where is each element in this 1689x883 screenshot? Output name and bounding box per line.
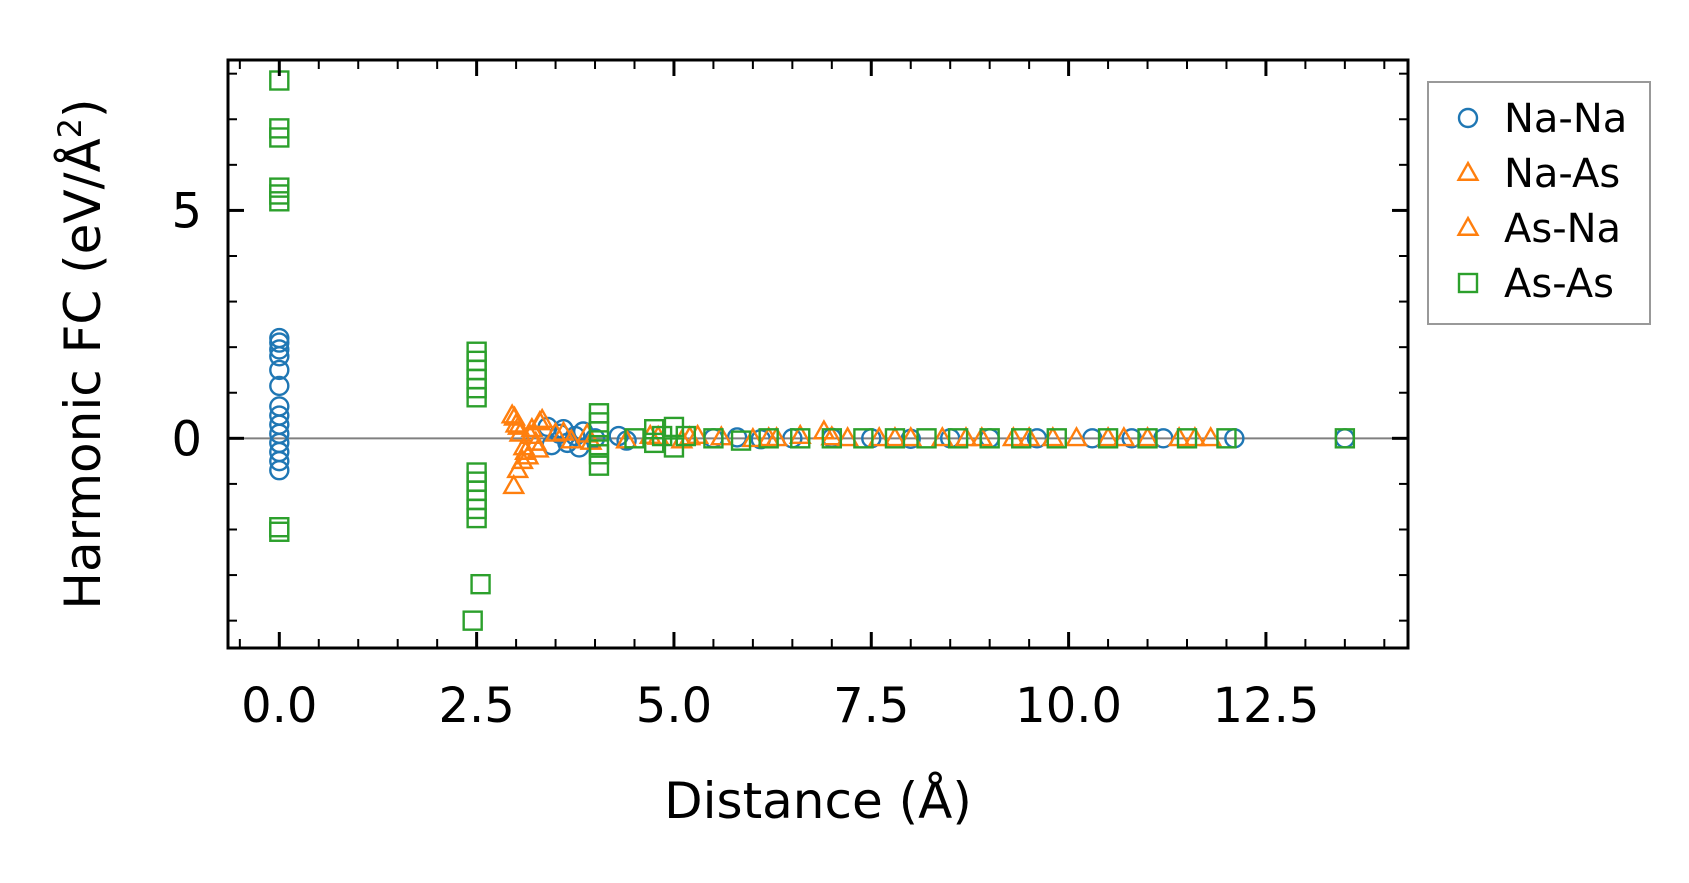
data-point bbox=[269, 191, 290, 212]
y-tick-label: 5 bbox=[171, 183, 202, 239]
y-axis-title-superscript: 2 bbox=[51, 118, 89, 138]
data-point bbox=[663, 437, 685, 458]
data-point bbox=[506, 414, 530, 435]
legend-entry: As-Na bbox=[1456, 206, 1621, 252]
data-point bbox=[518, 423, 542, 444]
data-point bbox=[1096, 425, 1120, 447]
legend-marker bbox=[1456, 160, 1480, 181]
data-point bbox=[269, 127, 290, 148]
data-point bbox=[269, 375, 290, 397]
legend-marker bbox=[1456, 215, 1480, 236]
x-tick-label: 10.0 bbox=[1015, 678, 1122, 734]
data-point bbox=[675, 425, 696, 447]
data-point bbox=[1046, 428, 1067, 449]
data-point bbox=[1334, 428, 1356, 449]
data-point bbox=[269, 339, 290, 360]
data-point bbox=[269, 450, 290, 472]
legend: Na-Na Na-As As-Na As-As bbox=[1427, 81, 1651, 325]
x-axis-title: Distance (Å) bbox=[664, 772, 972, 830]
data-point bbox=[1112, 425, 1136, 447]
data-point bbox=[758, 428, 779, 449]
data-point bbox=[470, 573, 491, 595]
y-axis-title-main: Harmonic FC (eV/Å bbox=[54, 138, 112, 609]
data-point bbox=[730, 430, 752, 451]
data-point bbox=[867, 425, 891, 447]
legend-entry: Na-Na bbox=[1457, 96, 1627, 142]
data-point bbox=[1199, 425, 1223, 447]
data-point bbox=[584, 428, 606, 449]
data-point bbox=[1136, 425, 1160, 447]
data-point bbox=[269, 359, 290, 381]
data-point bbox=[514, 439, 538, 460]
data-point bbox=[588, 421, 610, 442]
data-point bbox=[530, 407, 554, 429]
data-point bbox=[1011, 428, 1032, 449]
data-point bbox=[836, 425, 860, 447]
data-point bbox=[947, 428, 969, 449]
data-point bbox=[466, 387, 487, 408]
data-point bbox=[269, 346, 290, 367]
data-point bbox=[588, 444, 610, 465]
x-tick-label: 2.5 bbox=[438, 678, 514, 734]
y-tick-label: 0 bbox=[171, 411, 202, 467]
data-point bbox=[884, 428, 906, 449]
legend-box bbox=[1427, 81, 1651, 325]
data-point bbox=[930, 425, 954, 447]
legend-label: Na-Na bbox=[1504, 96, 1627, 142]
legend-label: Na-As bbox=[1504, 151, 1620, 197]
data-point bbox=[853, 428, 874, 449]
legend-label: As-Na bbox=[1504, 206, 1621, 252]
y-axis-title: Harmonic FC (eV/Å2) bbox=[51, 98, 112, 609]
data-point bbox=[883, 425, 907, 447]
data-point bbox=[741, 426, 765, 448]
y-axis-title-end: ) bbox=[54, 98, 112, 118]
data-point bbox=[820, 425, 844, 446]
x-tick-label: 0.0 bbox=[241, 678, 317, 734]
legend-marker bbox=[1457, 107, 1479, 129]
legend-entry: Na-As bbox=[1456, 151, 1620, 197]
legend-marker bbox=[1457, 272, 1479, 294]
data-point bbox=[526, 437, 550, 458]
data-point bbox=[269, 460, 290, 481]
data-point bbox=[979, 428, 1000, 449]
data-point bbox=[462, 610, 483, 631]
data-point bbox=[524, 430, 548, 451]
x-tick-label: 5.0 bbox=[636, 678, 712, 734]
data-point bbox=[269, 332, 290, 353]
data-point bbox=[1097, 428, 1119, 449]
data-point bbox=[916, 428, 937, 449]
data-point bbox=[821, 428, 843, 449]
data-point bbox=[899, 425, 923, 447]
data-point bbox=[1216, 428, 1237, 449]
data-point bbox=[1176, 428, 1198, 449]
series-as-as bbox=[269, 70, 1356, 631]
data-point bbox=[1137, 428, 1158, 449]
legend-label: As-As bbox=[1504, 261, 1614, 307]
data-markers bbox=[269, 70, 1356, 631]
data-point bbox=[502, 473, 526, 495]
data-point bbox=[703, 428, 724, 449]
axis-ticks bbox=[228, 60, 1408, 648]
data-point bbox=[1064, 425, 1089, 447]
legend-entry: As-As bbox=[1457, 261, 1614, 307]
data-point bbox=[588, 455, 610, 476]
data-point bbox=[757, 425, 781, 447]
tick-labels: 0.0 2.5 5.0 7.5 10.0 12.5 0 5 bbox=[171, 183, 1319, 734]
data-point bbox=[790, 428, 811, 449]
data-point bbox=[551, 420, 575, 441]
x-tick-label: 12.5 bbox=[1212, 678, 1319, 734]
data-point bbox=[269, 521, 290, 542]
plot-area: 0.0 2.5 5.0 7.5 10.0 12.5 0 5 bbox=[171, 58, 1410, 734]
data-point bbox=[466, 507, 487, 529]
plot-frame bbox=[226, 58, 1410, 650]
data-point bbox=[624, 428, 645, 449]
data-point bbox=[788, 423, 812, 444]
legend-entries: Na-Na Na-As As-Na As-As bbox=[1456, 96, 1627, 307]
x-tick-label: 7.5 bbox=[833, 678, 909, 734]
